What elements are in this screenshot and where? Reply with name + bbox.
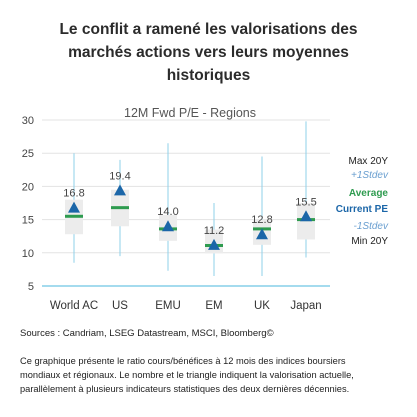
headline: Le conflit a ramené les valorisations de… xyxy=(0,18,417,87)
current-pe-label: 11.2 xyxy=(204,225,225,237)
grid-lines xyxy=(42,119,330,287)
current-pe-marker xyxy=(162,220,174,232)
current-pe-label: 12.8 xyxy=(251,214,272,226)
current-pe-label: 15.5 xyxy=(295,196,316,208)
x-tick-label: Japan xyxy=(290,300,321,312)
y-tick-label: 15 xyxy=(22,215,34,227)
headline-line-2: marchés actions vers leurs moyennes xyxy=(68,44,349,61)
legend-max-20y: Max 20Y xyxy=(349,156,389,167)
chart-legend: Max 20Y +1Stdev Average Current PE -1Std… xyxy=(336,156,389,247)
chart-description: Ce graphique présente le ratio cours/bén… xyxy=(20,354,405,396)
x-tick-label: US xyxy=(112,300,128,312)
legend-minus-1-stdev: -1Stdev xyxy=(354,221,389,232)
description-line-1: Ce graphique présente le ratio cours/bén… xyxy=(20,356,346,366)
chart-marks: 16.8 19.4 14.0 11.2 12.8 15.5 xyxy=(63,121,317,277)
current-pe-marker xyxy=(300,210,312,222)
x-tick-label: EM xyxy=(205,300,222,312)
y-tick-label: 25 xyxy=(22,148,34,160)
current-pe-label: 16.8 xyxy=(63,188,84,200)
pe-chart: 5 10 15 20 25 30 16.8 19.4 14.0 11.2 12.8 15.5 Wor… xyxy=(22,106,389,312)
headline-line-1: Le conflit a ramené les valorisations de… xyxy=(59,21,358,38)
x-tick-label: World AC xyxy=(50,300,98,312)
x-tick-label: UK xyxy=(254,300,270,312)
y-tick-labels: 5 10 15 20 25 30 xyxy=(22,115,34,293)
legend-plus-1-stdev: +1Stdev xyxy=(351,170,389,181)
chart-title: 12M Fwd P/E - Regions xyxy=(124,106,256,120)
current-pe-label: 19.4 xyxy=(109,170,130,182)
legend-average: Average xyxy=(349,188,389,199)
description-line-2: mondiaux et régionaux. Le nombre et le t… xyxy=(20,370,354,380)
y-tick-label: 30 xyxy=(22,115,34,127)
average-bar xyxy=(65,214,83,218)
headline-line-3: historiques xyxy=(166,67,251,84)
description-line-3: parallèlement à plusieurs indicateurs st… xyxy=(20,384,350,394)
current-pe-marker xyxy=(256,228,268,240)
current-pe-marker xyxy=(208,238,220,250)
x-tick-label: EMU xyxy=(155,300,181,312)
current-pe-marker xyxy=(68,201,80,213)
current-pe-label: 14.0 xyxy=(157,206,178,218)
y-tick-label: 20 xyxy=(22,181,34,193)
legend-min-20y: Min 20Y xyxy=(351,236,388,247)
average-bar xyxy=(111,206,129,210)
sources-note: Sources : Candriam, LSEG Datastream, MSC… xyxy=(20,328,274,339)
y-tick-label: 5 xyxy=(28,281,34,293)
current-pe-marker xyxy=(114,184,126,196)
y-tick-label: 10 xyxy=(22,248,34,260)
x-tick-labels: World AC US EMU EM UK Japan xyxy=(50,300,322,312)
legend-current-pe: Current PE xyxy=(336,204,389,215)
